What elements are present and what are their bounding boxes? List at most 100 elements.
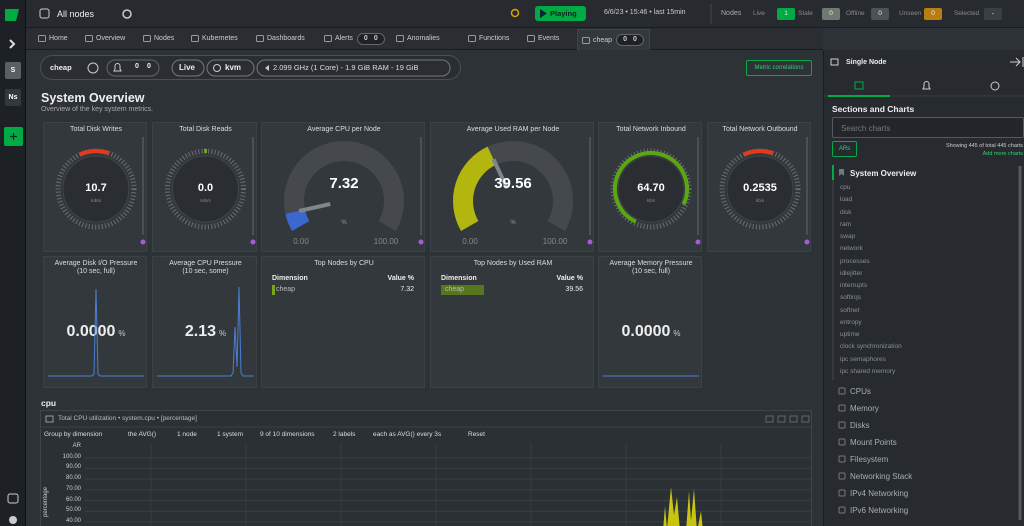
gauge-face: [726, 155, 794, 223]
toc-group[interactable]: Mount Points: [850, 438, 897, 447]
gauge-title: Total Network Inbound: [616, 126, 686, 133]
graphic: [4, 9, 23, 524]
panel-heading: Sections and Charts: [832, 104, 915, 114]
nodes-label: Nodes: [721, 10, 742, 17]
toc-subsection[interactable]: ipc semaphores: [840, 355, 886, 363]
toc-subsection[interactable]: ipc shared memory: [840, 367, 896, 375]
tab[interactable]: cheap 0 0: [577, 29, 650, 50]
tab[interactable]: Functions: [464, 28, 514, 49]
chart-title: Total CPU utilization • system.cpu • [pe…: [58, 415, 197, 422]
space-button[interactable]: S: [5, 62, 21, 79]
status-label: Stale: [798, 10, 813, 17]
toc-subsection[interactable]: network: [840, 245, 863, 253]
gauge-value: 7.32: [329, 175, 359, 192]
playing-button[interactable]: Playing: [535, 6, 586, 21]
tab[interactable]: Kubernetes: [187, 28, 243, 49]
graphic: [48, 288, 144, 377]
toc-subsection[interactable]: clock synchronization: [840, 343, 902, 351]
toc-subsection[interactable]: softnet: [840, 306, 860, 314]
anomaly-icon: [587, 239, 593, 245]
tab[interactable]: Nodes: [139, 28, 179, 49]
y-tick-label: AR: [72, 443, 81, 449]
toc-group[interactable]: Filesystem: [850, 455, 889, 464]
toc-subsection[interactable]: softirqs: [840, 294, 861, 302]
gauge-card: Average CPU per Node 7.32% 0.00 100.00: [261, 122, 425, 252]
graphic: [39, 4, 712, 24]
chart-control[interactable]: 9 of 10 dimensions: [260, 431, 315, 438]
chart-control[interactable]: the AVG(): [128, 431, 157, 438]
tab-icon: [256, 35, 264, 42]
status-count: 0: [871, 8, 889, 20]
chart-control[interactable]: 1 system: [217, 431, 244, 438]
toc-subsection[interactable]: disk: [840, 208, 852, 216]
graphic: [41, 415, 813, 526]
toc-subsection[interactable]: ram: [840, 220, 852, 228]
toolbar-icon: [777, 415, 786, 423]
gauge-unit: kb/s: [755, 198, 765, 203]
ars-button[interactable]: ARs: [832, 141, 857, 157]
group-icon: [838, 506, 846, 514]
toolbar-icon: [765, 415, 774, 423]
toc-group[interactable]: Disks: [850, 421, 870, 430]
tab-icon: [38, 35, 46, 42]
toc-subsection[interactable]: idlejitter: [840, 269, 863, 277]
card-subtitle: (10 sec, full): [76, 268, 116, 275]
toc-subsection[interactable]: entropy: [840, 318, 862, 326]
graphic: [396, 35, 404, 42]
tab[interactable]: Anomalies: [392, 28, 445, 49]
tab[interactable]: Dashboards: [252, 28, 310, 49]
toc-subsection[interactable]: swap: [840, 233, 856, 240]
toc-group[interactable]: CPUs: [850, 387, 871, 396]
gauge-value: 0.2535: [743, 182, 777, 194]
space-selector[interactable]: All nodes: [57, 9, 95, 19]
help-icon: [7, 493, 19, 504]
tab[interactable]: Events: [523, 28, 564, 49]
toc-group[interactable]: IPv4 Networking: [850, 489, 909, 498]
toc-group[interactable]: IPv6 Networking: [850, 506, 909, 515]
chart-control[interactable]: each as AVG() every 3s: [373, 431, 442, 438]
graphic: [85, 35, 93, 42]
gauge-max: 100.00: [542, 237, 568, 246]
metric-correlations-button[interactable]: Metric correlations: [746, 60, 812, 76]
search-input[interactable]: Search charts: [832, 117, 1024, 138]
graphic: [165, 137, 256, 245]
gauge-min: 0.00: [462, 237, 478, 246]
chart-control[interactable]: 1 node: [177, 431, 197, 438]
group-icon: [838, 387, 846, 395]
gauge-indicator: [79, 149, 110, 157]
toc-subsection[interactable]: uptime: [840, 331, 860, 338]
add-charts-link[interactable]: Add more charts: [982, 151, 1023, 157]
group-icon: [838, 421, 846, 429]
card-title: Top Nodes by CPU: [314, 260, 374, 267]
node-name[interactable]: cheap: [50, 63, 72, 72]
gauge-track: [284, 141, 404, 231]
toc-subsection[interactable]: processes: [840, 257, 870, 265]
toc-subsection[interactable]: load: [840, 196, 853, 204]
toc-active-section[interactable]: System Overview: [850, 169, 917, 178]
play-icon: [540, 9, 547, 18]
status-count: -: [984, 8, 1002, 20]
gauge-face: [62, 155, 130, 223]
toc-group[interactable]: Memory: [850, 404, 879, 413]
tab[interactable]: Overview: [81, 28, 130, 49]
tab[interactable]: Home: [34, 28, 73, 49]
chart-control[interactable]: Reset: [468, 431, 485, 438]
status-count: 1: [777, 8, 795, 20]
chart-control[interactable]: 2 labels: [333, 431, 356, 438]
toc-group[interactable]: Networking Stack: [850, 472, 913, 481]
chart-control[interactable]: Group by dimension: [44, 431, 103, 438]
toc-subsection[interactable]: interrupts: [840, 282, 868, 289]
cpu-area: [663, 487, 703, 526]
virt-pill: [206, 59, 255, 77]
toc-subsection[interactable]: cpu: [840, 184, 851, 191]
graphic: [191, 35, 199, 42]
card-title: Average Disk I/O Pressure: [54, 260, 138, 267]
bookmark-icon: [839, 169, 844, 176]
table-cell: 7.32: [400, 286, 414, 293]
playing-label: Playing: [550, 9, 577, 18]
time-range[interactable]: 6/6/23 • 15:46 • last 15min: [604, 9, 686, 16]
card-unit: %: [219, 329, 227, 338]
space-button[interactable]: Ns: [5, 89, 21, 106]
tab[interactable]: Alerts 0 0: [320, 28, 390, 49]
table-cell: cheap: [276, 286, 296, 293]
